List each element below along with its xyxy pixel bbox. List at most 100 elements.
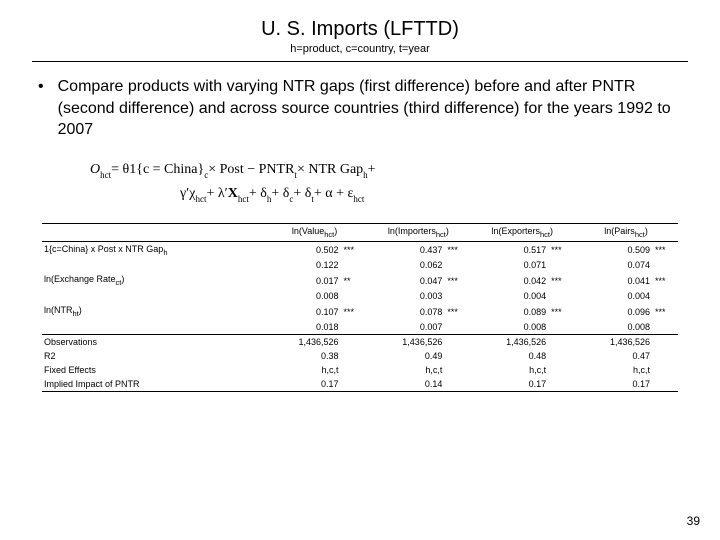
cell-sig: *** [444, 303, 470, 320]
row-label: ln(NTRht) [42, 303, 263, 320]
cell-sig [548, 258, 574, 272]
row-label: ln(Exchange Ratect) [42, 272, 263, 289]
cell-sig [652, 363, 678, 377]
bullet-item: • Compare products with varying NTR gaps… [32, 76, 688, 141]
cell-sig [341, 320, 367, 335]
svg-text:γ′χ: γ′χ [179, 186, 196, 201]
cell-sig [444, 258, 470, 272]
slide: U. S. Imports (LFTTD) h=product, c=count… [0, 0, 720, 540]
cell-value: 0.004 [470, 289, 548, 303]
row-label: Implied Impact of PNTR [42, 377, 263, 392]
svg-text:+ δ: + δ [249, 186, 267, 201]
cell-value: 0.017 [263, 272, 341, 289]
row-label [42, 289, 263, 303]
cell-value: 0.047 [366, 272, 444, 289]
cell-value: 0.47 [574, 349, 652, 363]
cell-sig [652, 334, 678, 349]
row-label: R2 [42, 349, 263, 363]
svg-text:+: + [368, 162, 376, 177]
cell-value: 0.018 [263, 320, 341, 335]
svg-text:+ λ′: + λ′ [206, 186, 227, 201]
cell-sig [341, 258, 367, 272]
cell-sig [548, 349, 574, 363]
cell-sig [548, 320, 574, 335]
cell-value: 0.17 [263, 377, 341, 392]
cell-value: 0.003 [366, 289, 444, 303]
cell-value: 0.49 [366, 349, 444, 363]
col-header: ln(Valuehct) [263, 223, 367, 241]
cell-sig: *** [548, 241, 574, 258]
cell-value: 0.008 [470, 320, 548, 335]
cell-sig: *** [444, 272, 470, 289]
cell-sig: *** [548, 272, 574, 289]
row-label: Fixed Effects [42, 363, 263, 377]
col-header: ln(Importershct) [366, 223, 470, 241]
cell-sig [341, 349, 367, 363]
cell-value: 1,436,526 [263, 334, 341, 349]
cell-sig [652, 377, 678, 392]
bullet-text: Compare products with varying NTR gaps (… [58, 76, 682, 141]
cell-value: 0.041 [574, 272, 652, 289]
svg-text:= θ1{c = China}: = θ1{c = China} [111, 162, 204, 177]
cell-sig [341, 363, 367, 377]
svg-text:+ δ: + δ [293, 186, 311, 201]
cell-sig [548, 334, 574, 349]
svg-text:hct: hct [238, 194, 249, 204]
cell-value: 0.007 [366, 320, 444, 335]
cell-value: 0.042 [470, 272, 548, 289]
row-label [42, 258, 263, 272]
cell-value: 0.107 [263, 303, 341, 320]
cell-value: 0.437 [366, 241, 444, 258]
equation-svg: Ohct = θ1{c = China}c × Post − PNTRt × N… [80, 159, 640, 209]
cell-sig: *** [652, 303, 678, 320]
row-label: Observations [42, 334, 263, 349]
cell-value: h,c,t [263, 363, 341, 377]
svg-text:× Post − PNTR: × Post − PNTR [208, 162, 295, 177]
divider [32, 61, 688, 62]
cell-sig [652, 289, 678, 303]
cell-value: 0.502 [263, 241, 341, 258]
cell-value: 0.071 [470, 258, 548, 272]
cell-value: 0.062 [366, 258, 444, 272]
cell-value: 1,436,526 [574, 334, 652, 349]
cell-value: 0.17 [574, 377, 652, 392]
svg-text:X: X [228, 186, 238, 201]
bullet-marker: • [38, 76, 44, 98]
cell-value: 0.14 [366, 377, 444, 392]
cell-value: 0.509 [574, 241, 652, 258]
cell-value: 0.096 [574, 303, 652, 320]
slide-title: U. S. Imports (LFTTD) [32, 18, 688, 41]
cell-sig [444, 349, 470, 363]
cell-value: h,c,t [470, 363, 548, 377]
cell-value: 1,436,526 [470, 334, 548, 349]
cell-sig [444, 334, 470, 349]
row-label [42, 320, 263, 335]
svg-text:O: O [90, 162, 100, 177]
cell-sig [548, 363, 574, 377]
cell-sig [444, 377, 470, 392]
cell-value: h,c,t [574, 363, 652, 377]
col-header: ln(Pairshct) [574, 223, 678, 241]
cell-sig [341, 377, 367, 392]
cell-sig [444, 363, 470, 377]
cell-sig: *** [548, 303, 574, 320]
cell-sig: *** [652, 241, 678, 258]
cell-sig [444, 320, 470, 335]
svg-text:+ α + ε: + α + ε [314, 186, 354, 201]
svg-text:hct: hct [353, 194, 364, 204]
cell-value: 0.17 [470, 377, 548, 392]
slide-subtitle: h=product, c=country, t=year [32, 43, 688, 55]
cell-sig [548, 289, 574, 303]
cell-sig: ** [341, 272, 367, 289]
cell-value: 0.078 [366, 303, 444, 320]
col-header [42, 223, 263, 241]
cell-value: h,c,t [366, 363, 444, 377]
cell-sig [341, 289, 367, 303]
cell-sig: *** [652, 272, 678, 289]
svg-text:× NTR Gap: × NTR Gap [297, 162, 363, 177]
svg-text:+ δ: + δ [271, 186, 289, 201]
results-table: ln(Valuehct)ln(Importershct)ln(Exporters… [42, 223, 678, 392]
col-header: ln(Exportershct) [470, 223, 574, 241]
cell-value: 0.122 [263, 258, 341, 272]
cell-value: 0.004 [574, 289, 652, 303]
